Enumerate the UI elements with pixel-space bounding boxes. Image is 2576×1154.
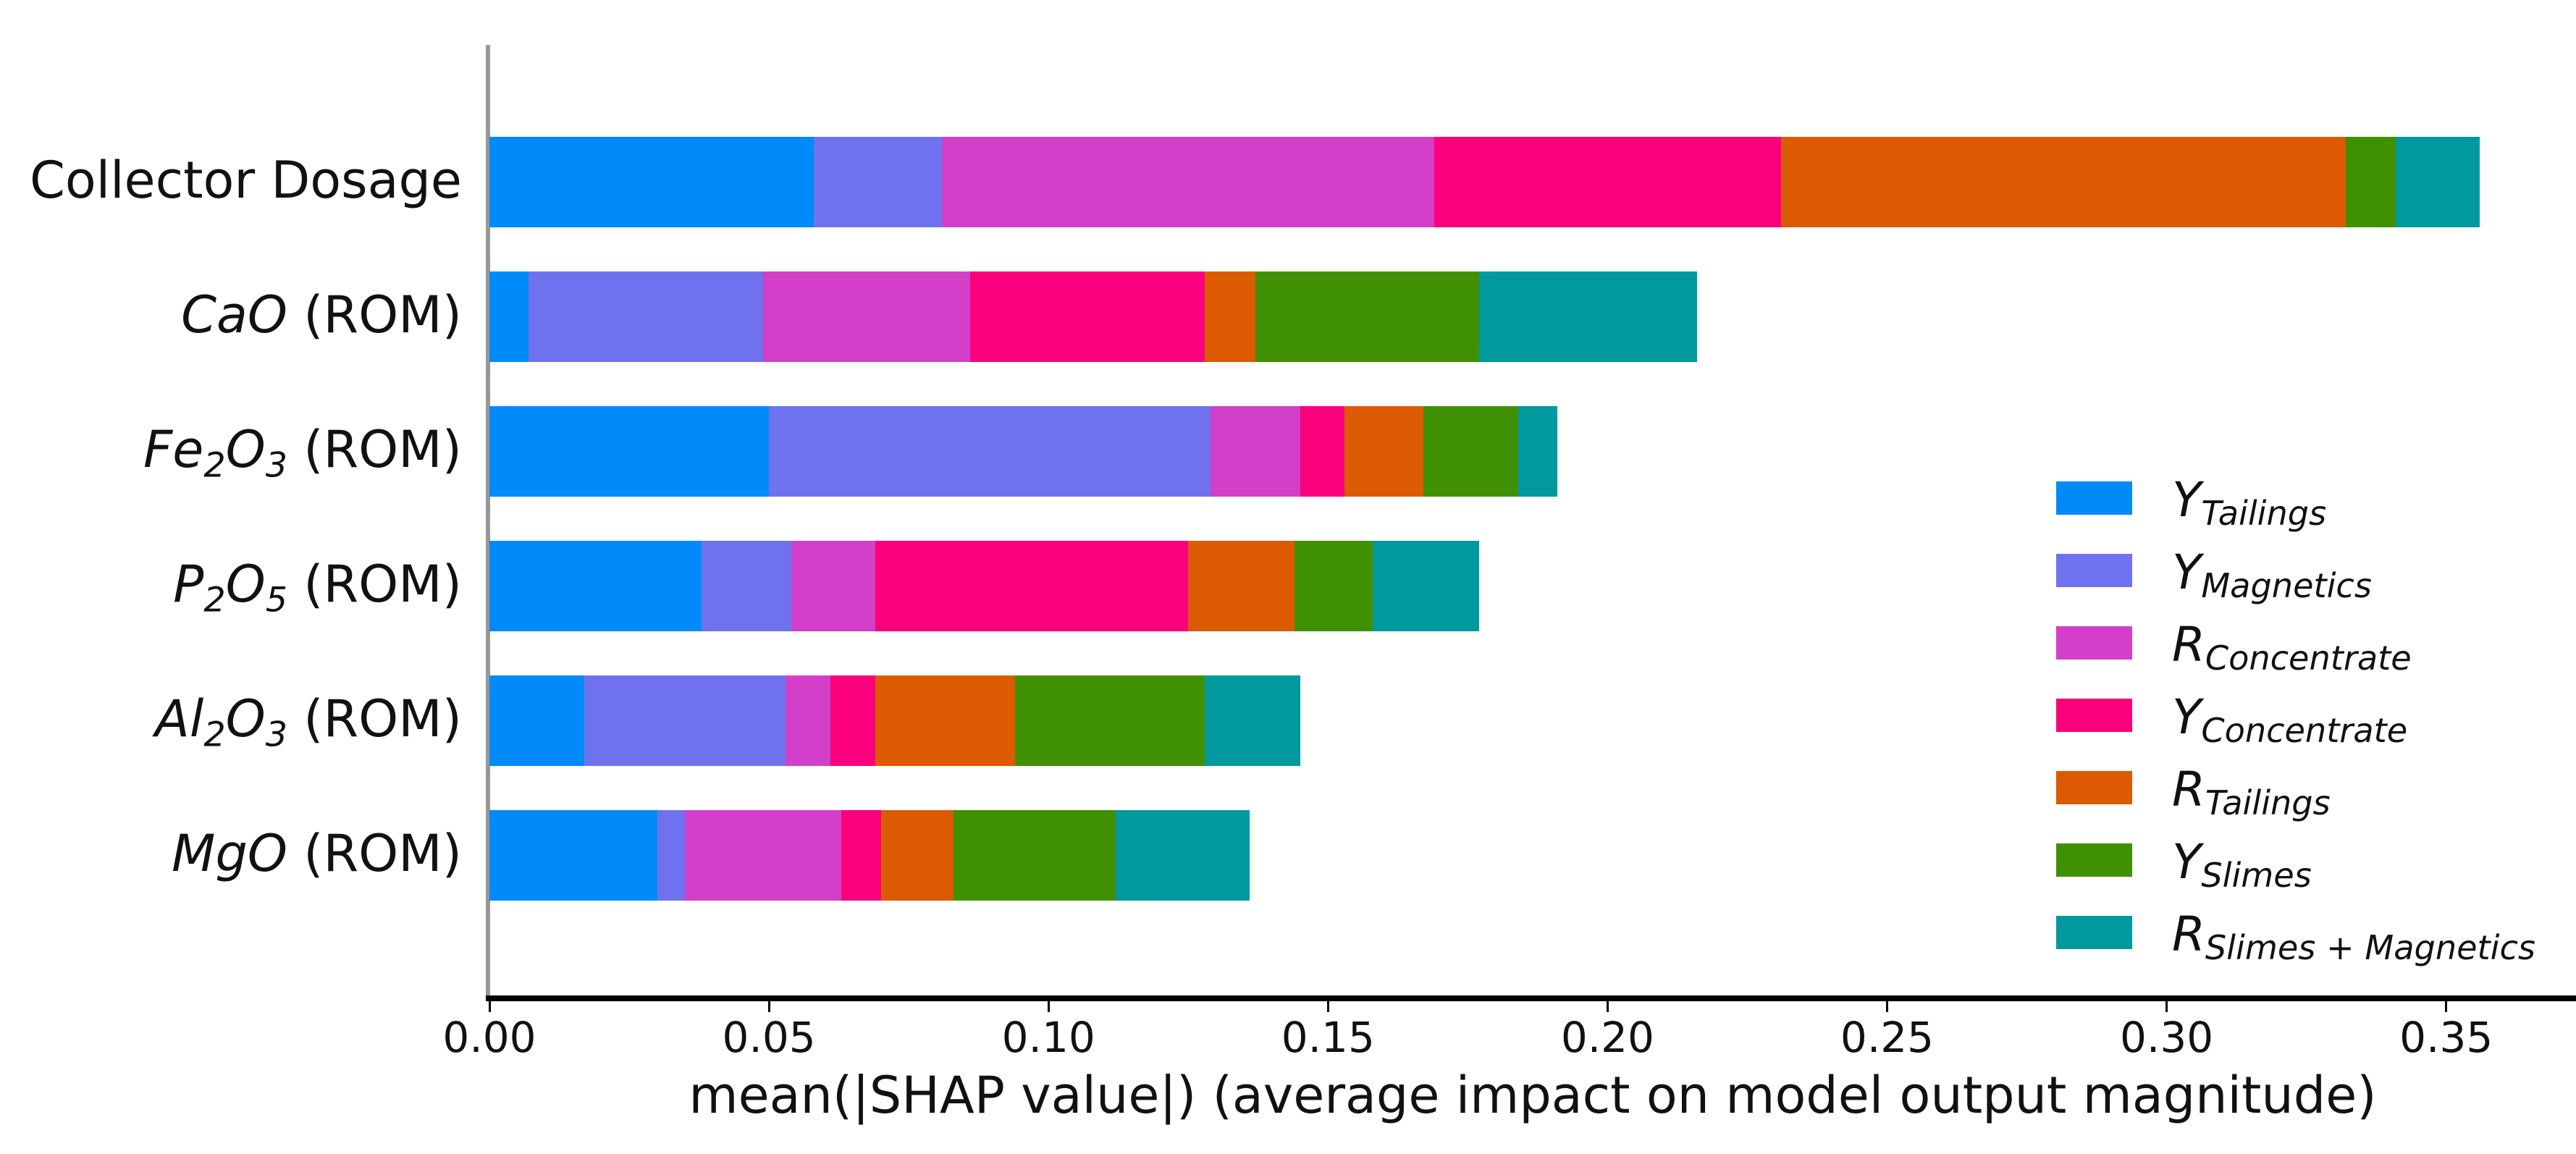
legend-label-R_Concentrate: RConcentrate <box>2172 617 2412 678</box>
x-tick-mark <box>488 1001 491 1012</box>
legend-swatch-R_Slimes+Magnetics <box>2056 916 2132 949</box>
legend-label-R_Tailings: RTailings <box>2172 762 2331 822</box>
legend-swatch-R_Concentrate <box>2056 626 2132 660</box>
bar-segment-Y_Concentrate <box>970 271 1205 362</box>
bar-row <box>489 406 1557 497</box>
legend-label-Y_Slimes: YSlimes <box>2172 834 2312 895</box>
bar-segment-Y_Tailings <box>489 541 702 631</box>
bar-segment-R_Tailings <box>1344 406 1423 497</box>
bar-segment-R_Tailings <box>1188 541 1295 631</box>
bar-segment-R_Slimes+Magnetics <box>1373 541 1479 631</box>
bar-segment-R_Tailings <box>875 675 1015 766</box>
legend-label-Y_Concentrate: YConcentrate <box>2172 689 2408 750</box>
x-tick-label: 0.10 <box>1001 1013 1095 1062</box>
bar-segment-Y_Tailings <box>489 675 585 766</box>
y-axis-label: Collector Dosage <box>29 150 462 210</box>
bar-segment-Y_Tailings <box>489 271 529 362</box>
bar-row <box>489 675 1300 766</box>
x-tick-label: 0.25 <box>1840 1013 1935 1062</box>
legend-swatch-Y_Concentrate <box>2056 699 2132 732</box>
bar-segment-R_Slimes+Magnetics <box>1478 271 1697 362</box>
x-tick-mark <box>2445 1001 2448 1012</box>
x-tick-mark <box>1886 1001 1888 1012</box>
bar-segment-Y_Slimes <box>1255 271 1479 362</box>
bar-segment-Y_Tailings <box>489 810 657 901</box>
x-tick-label: 0.30 <box>2120 1013 2214 1062</box>
bar-segment-Y_Magnetics <box>769 406 1211 497</box>
bar-segment-Y_Slimes <box>953 810 1116 901</box>
bar-segment-R_Concentrate <box>786 675 831 766</box>
bar-segment-Y_Slimes <box>1423 406 1518 497</box>
y-axis-label: MgO (ROM) <box>172 823 462 883</box>
x-tick-mark <box>1047 1001 1050 1012</box>
bar-segment-Y_Magnetics <box>813 137 943 227</box>
x-axis-spine <box>486 995 2576 1001</box>
legend-swatch-Y_Tailings <box>2056 481 2132 515</box>
bar-row <box>489 137 2480 227</box>
bar-segment-Y_Magnetics <box>584 675 786 766</box>
bar-segment-R_Tailings <box>1780 137 2346 227</box>
bar-segment-R_Slimes+Magnetics <box>1115 810 1250 901</box>
bar-segment-Y_Magnetics <box>702 541 791 631</box>
x-tick-mark <box>1606 1001 1609 1012</box>
bar-segment-Y_Concentrate <box>1434 137 1781 227</box>
bar-segment-R_Concentrate <box>1211 406 1300 497</box>
bar-segment-Y_Slimes <box>2345 137 2396 227</box>
x-tick-label: 0.00 <box>442 1013 536 1062</box>
bar-segment-R_Concentrate <box>763 271 971 362</box>
bar-segment-R_Concentrate <box>942 137 1434 227</box>
y-axis-label: CaO (ROM) <box>181 285 462 345</box>
bar-segment-R_Slimes+Magnetics <box>1518 406 1557 497</box>
bar-segment-Y_Concentrate <box>1300 406 1345 497</box>
legend-swatch-Y_Slimes <box>2056 843 2132 877</box>
y-axis-spine <box>486 45 490 995</box>
bar-segment-R_Tailings <box>880 810 954 901</box>
bar-row <box>489 810 1250 901</box>
x-axis-title: mean(|SHAP value|) (average impact on mo… <box>689 1066 2377 1125</box>
legend-swatch-R_Tailings <box>2056 771 2132 804</box>
bar-segment-Y_Concentrate <box>875 541 1189 631</box>
bar-row <box>489 541 1479 631</box>
bar-segment-R_Concentrate <box>791 541 875 631</box>
bar-segment-Y_Concentrate <box>841 810 881 901</box>
bar-segment-Y_Concentrate <box>830 675 875 766</box>
x-tick-label: 0.20 <box>1560 1013 1654 1062</box>
bar-segment-Y_Magnetics <box>657 810 686 901</box>
y-axis-label: P2O5 (ROM) <box>173 554 462 620</box>
x-tick-mark <box>2165 1001 2168 1012</box>
bar-segment-Y_Magnetics <box>529 271 764 362</box>
legend-label-R_Slimes+Magnetics: RSlimes + Magnetics <box>2172 906 2535 967</box>
x-tick-label: 0.35 <box>2399 1013 2493 1062</box>
x-tick-mark <box>1326 1001 1329 1012</box>
x-tick-label: 0.15 <box>1281 1013 1375 1062</box>
legend-swatch-Y_Magnetics <box>2056 554 2132 587</box>
bar-segment-R_Concentrate <box>685 810 842 901</box>
x-tick-mark <box>767 1001 770 1012</box>
bar-row <box>489 271 1697 362</box>
bar-segment-Y_Tailings <box>489 406 770 497</box>
legend-label-Y_Magnetics: YMagnetics <box>2172 544 2372 605</box>
bar-segment-Y_Slimes <box>1294 541 1373 631</box>
bar-segment-Y_Slimes <box>1014 675 1205 766</box>
bar-segment-R_Slimes+Magnetics <box>1205 675 1300 766</box>
bar-segment-Y_Tailings <box>489 137 814 227</box>
legend-label-Y_Tailings: YTailings <box>2172 472 2327 533</box>
y-axis-label: Al2O3 (ROM) <box>154 688 462 754</box>
bar-segment-R_Tailings <box>1205 271 1255 362</box>
x-tick-label: 0.05 <box>722 1013 816 1062</box>
bar-segment-R_Slimes+Magnetics <box>2396 137 2480 227</box>
y-axis-label: Fe2O3 (ROM) <box>143 419 462 485</box>
